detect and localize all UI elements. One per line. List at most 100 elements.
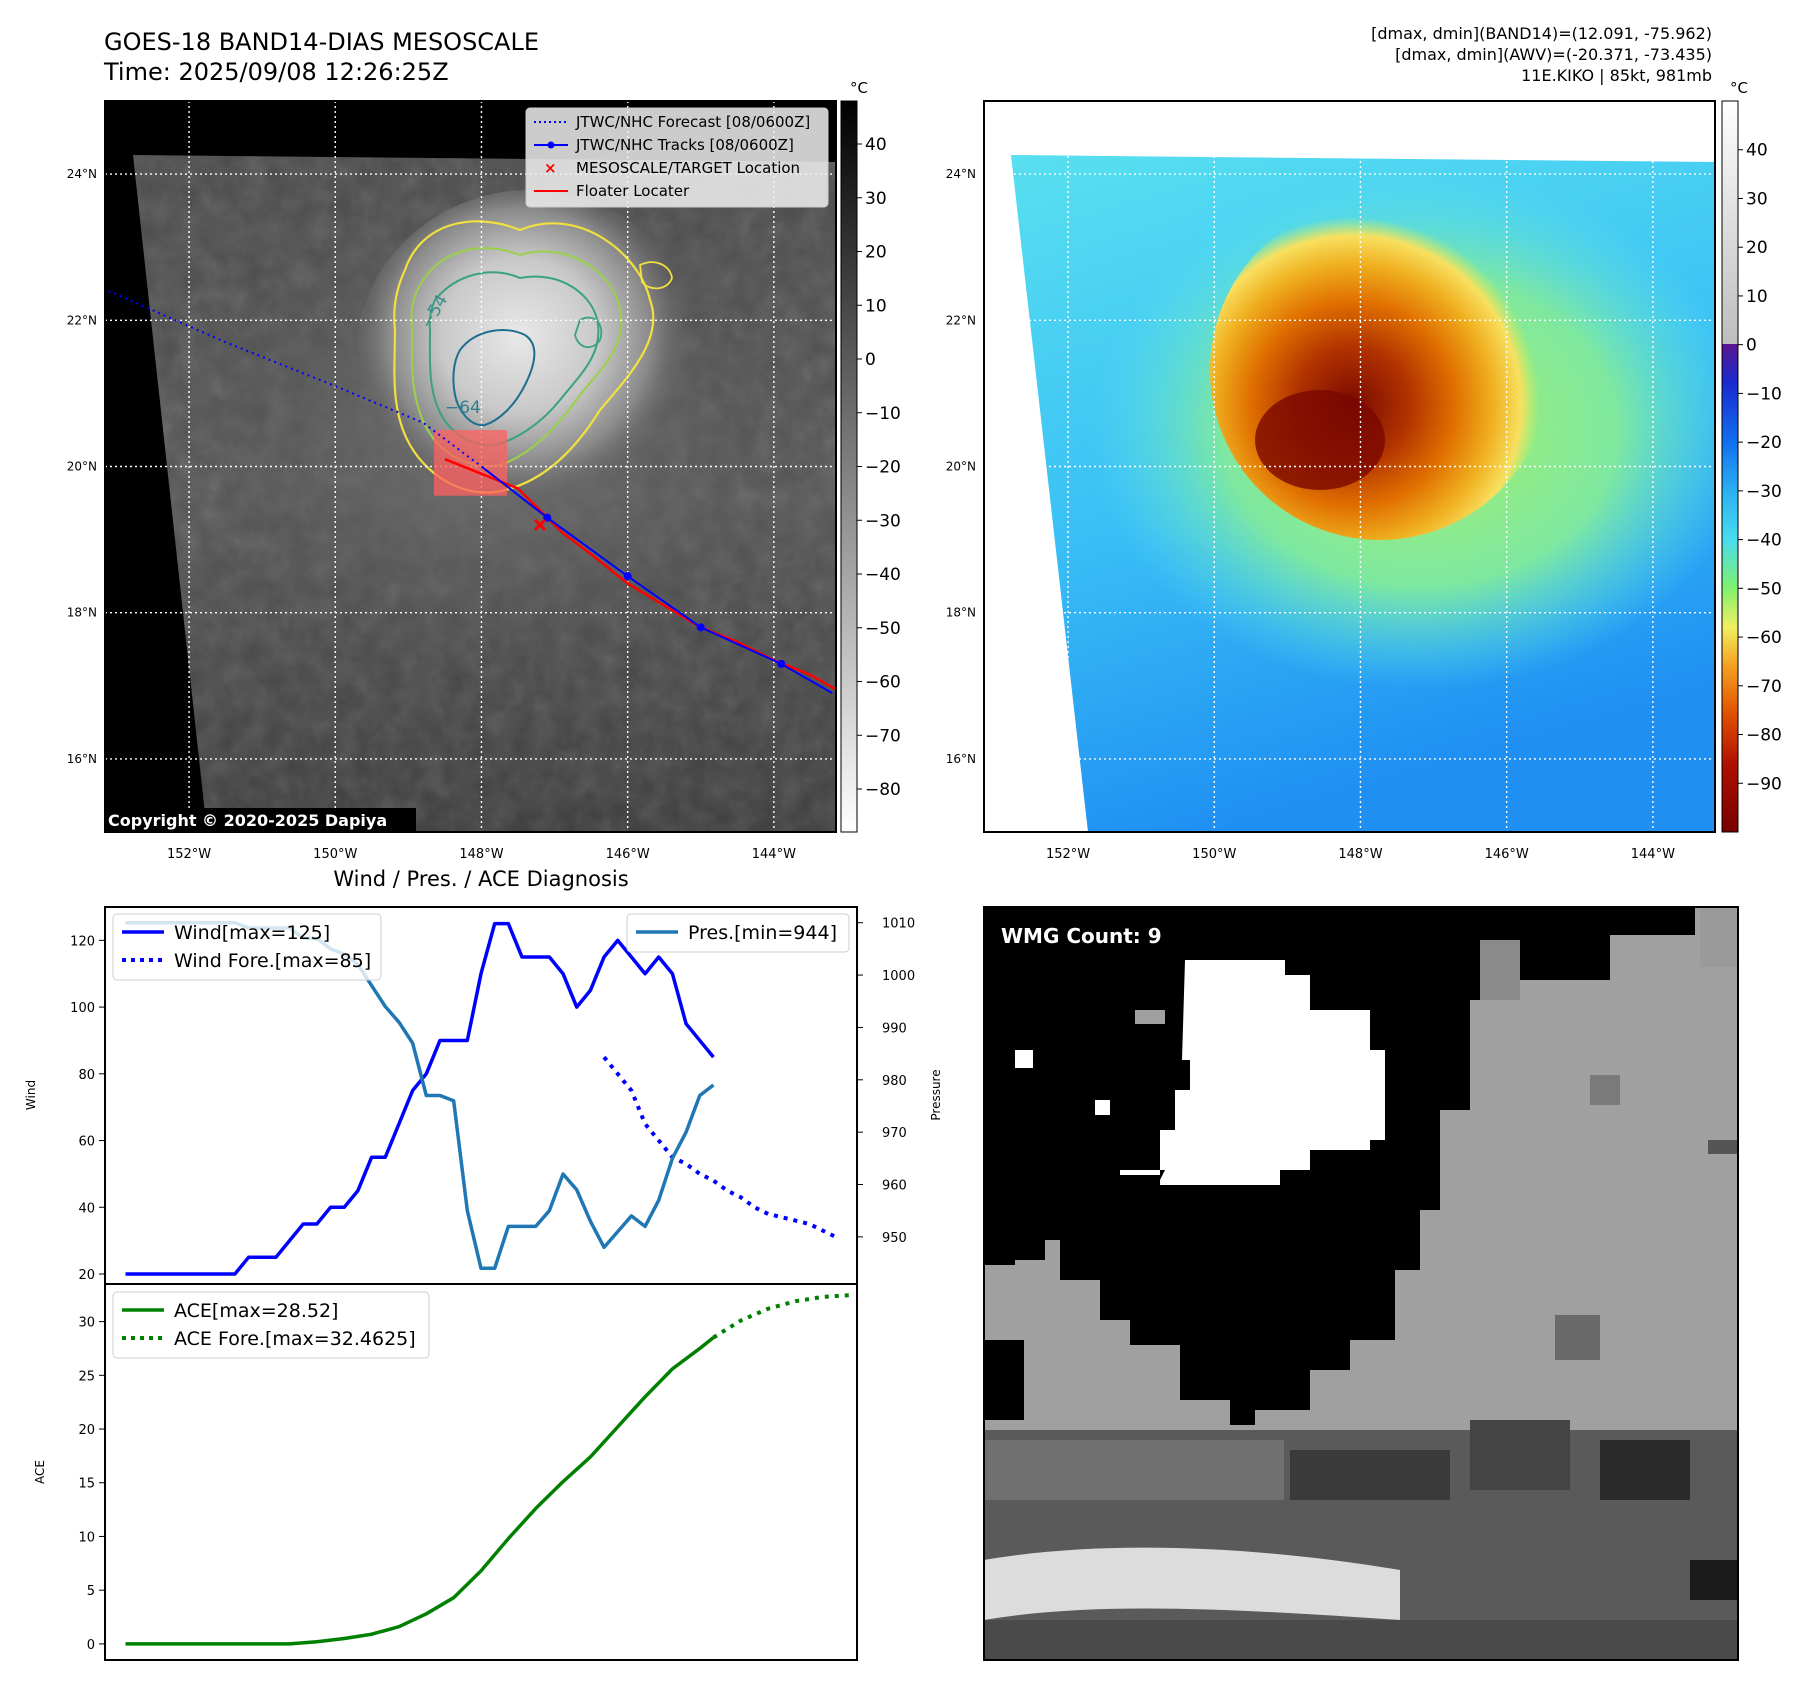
wv-colorbar-tick-label: 40 xyxy=(1746,141,1768,161)
ir-lat-tick-label: 16°N xyxy=(67,752,97,766)
observed-track-marker xyxy=(696,623,705,632)
wmg-cell-h xyxy=(1690,1560,1738,1600)
wmg-lower-band-c xyxy=(1470,1420,1570,1490)
wv-lon-tick-label: 150°W xyxy=(1192,847,1236,862)
target-marker-b xyxy=(533,518,547,532)
ir-map-panel: −54 −64 152°W 150°W 148°W 146°W 144°W24°N22°… xyxy=(67,100,837,862)
legend-pressure-label: Pres.[min=944] xyxy=(688,922,837,944)
wmg-cell-j xyxy=(1708,1140,1738,1154)
contour-label-64: −64 xyxy=(445,398,481,418)
wind-ylabel: Wind xyxy=(24,1080,38,1110)
pressure-ytick-label: 950 xyxy=(882,1231,907,1246)
ace-ytick-label: 20 xyxy=(78,1423,95,1438)
ir-gridlines xyxy=(105,101,836,832)
wv-colorbar-tick-label: −10 xyxy=(1746,384,1782,404)
pressure-ytick-label: 960 xyxy=(882,1179,907,1194)
wmg-cell-i xyxy=(1700,907,1738,967)
ir-colorbar-tick-label: 30 xyxy=(865,189,887,209)
target-box xyxy=(433,429,508,496)
wv-colorbar-unit: °C xyxy=(1730,79,1748,97)
ace-ytick-label: 30 xyxy=(78,1316,95,1331)
legend-acefore-label: ACE Fore.[max=32.4625] xyxy=(174,1328,416,1350)
wv-colorbar-tick-label: −20 xyxy=(1746,433,1782,453)
ace-series-line-0 xyxy=(125,1336,715,1646)
observed-track-line xyxy=(480,465,833,694)
wmg-cell-d xyxy=(1590,1075,1620,1105)
wmg-frame xyxy=(983,906,1739,1661)
wv-lat-tick-label: 16°N xyxy=(946,752,976,766)
ir-contour-band xyxy=(639,261,673,290)
info-storm: 11E.KIKO | 85kt, 981mb xyxy=(1521,66,1712,85)
legend-windfore-label: Wind Fore.[max=85] xyxy=(174,950,371,972)
observed-track-marker xyxy=(777,659,786,668)
wind-ytick-label: 40 xyxy=(78,1201,95,1216)
ace-frame xyxy=(104,1283,858,1661)
wv-colorbar-tick-label: −60 xyxy=(1746,628,1782,648)
ir-colorbar-tick-label: 40 xyxy=(865,135,887,155)
wind-ytick-label: 120 xyxy=(70,934,95,949)
ir-colorbar-tick-label: −60 xyxy=(865,673,901,693)
ace-ytick-label: 0 xyxy=(87,1638,95,1653)
wmg-lower-band-d xyxy=(1600,1440,1690,1500)
ir-colorbar-tick-label: −50 xyxy=(865,619,901,639)
wind-ytick-label: 100 xyxy=(70,1001,95,1016)
wv-axis-ticks: 152°W 150°W 148°W 146°W 144°W 24°N 22°N 20°N 18°… xyxy=(946,167,1675,862)
wmg-panel: WMG Count: 9 xyxy=(983,906,1739,1661)
copyright-text: Copyright © 2020-2025 Dapiya xyxy=(108,811,387,830)
ir-contour-outer xyxy=(393,220,655,494)
wmg-cold-region xyxy=(984,907,1695,1425)
ir-colorbar-ticks: 40 30 20 10 0 −10 −20 −30 −40 −50 −60 −70 −80 xyxy=(857,135,901,800)
ir-colorbar-tick-label: −40 xyxy=(865,565,901,585)
legend-ace-label: ACE[max=28.52] xyxy=(174,1300,338,1322)
pressure-ytick-label: 1010 xyxy=(882,917,915,932)
pressure-ylabel: Pressure xyxy=(929,1069,943,1120)
wv-colorbar-frame xyxy=(1721,100,1739,833)
ir-colorbar-tick-label: −70 xyxy=(865,726,901,746)
wv-lon-tick-label: 144°W xyxy=(1631,847,1675,862)
wv-colorbar-ticks: 40 30 20 10 0 −10 −20 −30 −40 −50 −60 −70 −80 −90 xyxy=(1738,141,1782,794)
wmg-bright-streak xyxy=(984,1547,1400,1620)
ir-colorbar-tick-label: 10 xyxy=(865,296,887,316)
ir-colorbar-tick-label: 0 xyxy=(865,350,876,370)
wv-colorbar-tick-label: 20 xyxy=(1746,238,1768,258)
copyright-box xyxy=(104,808,416,832)
wind-ytick-label: 60 xyxy=(78,1135,95,1150)
ir-axis-ticks: 152°W 150°W 148°W 146°W 144°W 24°N 22°N 20°N 18°… xyxy=(67,167,796,862)
wv-lat-tick-label: 18°N xyxy=(946,606,976,620)
pressure-ytick-label: 1000 xyxy=(882,969,915,984)
wind-ytick-label: 80 xyxy=(78,1068,95,1083)
ir-colorbar: °C 40 30 20 10 0 −10 −20 −30 −40 −50 −60 −70 −80 xyxy=(840,79,901,833)
ir-colorbar-tick-label: −20 xyxy=(865,458,901,478)
legend-forecast-label: JTWC/NHC Forecast [08/0600Z] xyxy=(575,113,810,131)
wmg-bottom-band xyxy=(984,1620,1738,1660)
ir-lat-tick-label: 22°N xyxy=(67,313,97,327)
wv-lon-tick-label: 152°W xyxy=(1046,847,1090,862)
ir-lat-tick-label: 20°N xyxy=(67,460,97,474)
legend-tracks-marker xyxy=(547,141,555,149)
pressure-legend: Pres.[min=944] xyxy=(626,913,850,953)
wmg-lower-band-a xyxy=(984,1440,1284,1500)
ir-lon-tick-label: 144°W xyxy=(752,847,796,862)
wind-legend: Wind[max=125] Wind Fore.[max=85] xyxy=(112,913,382,981)
observed-track-marker xyxy=(623,572,632,581)
ir-colorbar-unit: °C xyxy=(850,79,868,97)
wv-colorbar-tick-label: −40 xyxy=(1746,531,1782,551)
ir-cdo xyxy=(355,190,705,530)
wind-yticks: 20 40 60 80 100 120 xyxy=(70,934,105,1283)
wmg-cell-g xyxy=(984,1340,1024,1420)
ir-colorbar-tick-label: −30 xyxy=(865,511,901,531)
wv-colorbar-cold xyxy=(1722,344,1738,832)
wv-colorbar-tick-label: 10 xyxy=(1746,287,1768,307)
ace-yticks: 0 5 10 15 20 25 30 xyxy=(78,1316,105,1653)
wv-lon-tick-label: 146°W xyxy=(1485,847,1529,862)
observed-track-marker xyxy=(543,513,552,522)
wmg-warm-core xyxy=(1100,960,1385,1185)
ace-chart: 0 5 10 15 20 25 30 ACE ACE[max=28.52] ACE Fore… xyxy=(33,1283,858,1661)
ace-lines xyxy=(125,1293,851,1646)
ir-colorbar-tick-label: −10 xyxy=(865,404,901,424)
legend-wind-label: Wind[max=125] xyxy=(174,922,330,944)
ir-colorbar-tick-label: 20 xyxy=(865,243,887,263)
series-line-1 xyxy=(602,1055,838,1240)
pressure-ytick-label: 980 xyxy=(882,1074,907,1089)
pressure-legend-box xyxy=(626,913,850,953)
